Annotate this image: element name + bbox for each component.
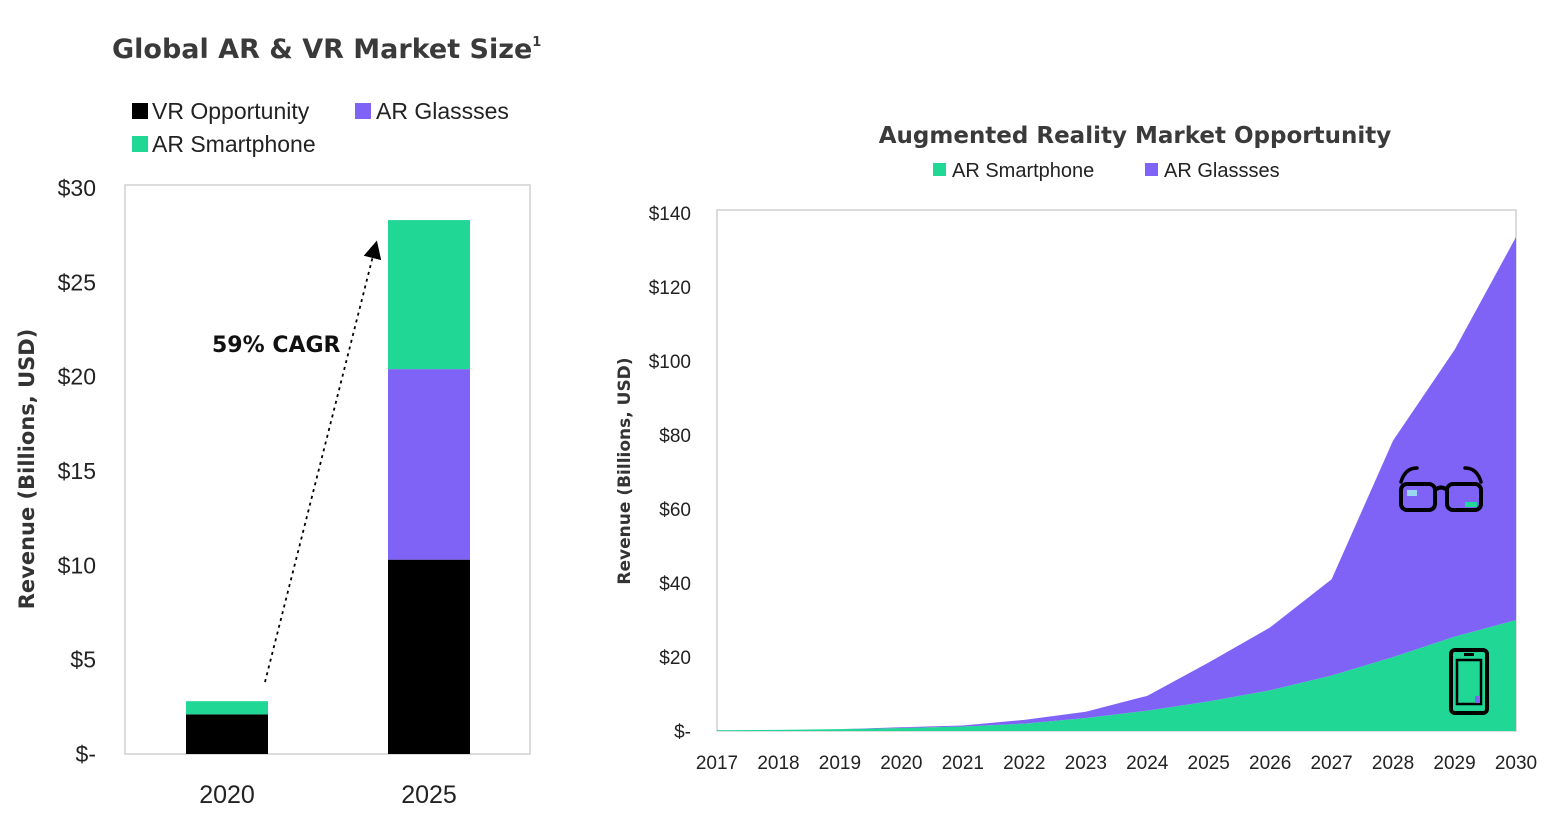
left-y-tick-label: $5: [70, 647, 96, 673]
left-x-ticks: 2020 2025: [199, 781, 457, 809]
right-legend: AR Smartphone AR Glassses: [933, 160, 1280, 182]
right-chart-title: Augmented Reality Market Opportunity: [879, 123, 1392, 149]
right-x-tick-label: 2021: [942, 753, 984, 774]
right-x-tick-label: 2024: [1126, 753, 1169, 774]
right-x-tick-label: 2028: [1372, 753, 1414, 774]
right-x-tick-label: 2023: [1065, 753, 1107, 774]
left-legend-swatch-ar-glasses: [355, 103, 371, 119]
area-series: [717, 237, 1516, 731]
left-legend-label-ar-glasses: AR Glassses: [376, 98, 509, 124]
right-x-ticks: 2017 2018 2019 2020 2021 2022 2023 2024 2025 2026…: [696, 753, 1537, 774]
right-y-tick-label: $140: [649, 204, 691, 225]
right-x-tick-label: 2026: [1249, 753, 1291, 774]
right-y-ticks: $- $20 $40 $60 $80 $100 $120 $140: [649, 204, 691, 743]
left-plot-frame: [124, 184, 531, 755]
left-y-tick-label: $25: [58, 269, 96, 295]
right-y-tick-label: $20: [659, 648, 691, 669]
right-x-tick-label: 2027: [1310, 753, 1352, 774]
left-legend-label-ar-smartphone: AR Smartphone: [152, 131, 316, 157]
left-legend-swatch-ar-smartphone: [132, 136, 148, 152]
left-x-tick-label: 2020: [199, 781, 255, 809]
left-y-tick-label: $15: [58, 458, 96, 484]
right-x-tick-label: 2022: [1003, 753, 1045, 774]
right-x-tick-label: 2018: [757, 753, 799, 774]
bar-segment: [186, 714, 268, 754]
left-chart-title: Global AR & VR Market Size1: [112, 34, 541, 65]
right-y-tick-label: $40: [659, 574, 691, 595]
right-legend-swatch-ar-smartphone: [933, 163, 946, 176]
left-y-tick-label: $-: [76, 741, 96, 767]
left-y-tick-label: $30: [58, 175, 96, 201]
bar-segment: [186, 701, 268, 715]
right-x-tick-label: 2017: [696, 753, 738, 774]
right-legend-swatch-ar-glasses: [1145, 163, 1158, 176]
right-chart: Augmented Reality Market Opportunity AR …: [615, 123, 1537, 774]
left-chart-title-text: Global AR & VR Market Size: [112, 34, 532, 65]
left-legend: VR Opportunity AR Glassses AR Smartphone: [132, 98, 509, 157]
right-areas: [717, 237, 1516, 731]
right-x-tick-label: 2025: [1188, 753, 1230, 774]
right-y-tick-label: $100: [649, 352, 691, 373]
left-x-tick-label: 2025: [401, 781, 457, 809]
left-y-ticks: $- $5 $10 $15 $20 $25 $30: [58, 175, 96, 767]
right-y-tick-label: $60: [659, 500, 691, 521]
right-legend-label-ar-smartphone: AR Smartphone: [952, 160, 1094, 182]
right-y-axis-title: Revenue (Billions, USD): [615, 357, 635, 584]
right-x-tick-label: 2020: [880, 753, 922, 774]
left-bars: [186, 220, 470, 754]
right-y-tick-label: $-: [674, 722, 691, 743]
right-y-tick-label: $80: [659, 426, 691, 447]
left-chart-title-superscript: 1: [532, 35, 541, 50]
left-chart: Global AR & VR Market Size1 VR Opportuni…: [15, 34, 541, 809]
right-legend-label-ar-glasses: AR Glassses: [1164, 160, 1280, 182]
bar-segment: [388, 220, 470, 370]
left-y-axis-title: Revenue (Billions, USD): [15, 329, 39, 610]
left-y-tick-label: $20: [58, 364, 96, 390]
bar-segment: [388, 559, 470, 754]
right-x-tick-label: 2029: [1433, 753, 1475, 774]
glasses-icon: [1399, 466, 1483, 512]
right-x-tick-label: 2030: [1495, 753, 1537, 774]
cagr-annotation: 59% CAGR: [212, 333, 341, 358]
smartphone-icon: [1449, 648, 1489, 715]
right-y-tick-label: $120: [649, 278, 691, 299]
left-legend-label-vr: VR Opportunity: [152, 98, 310, 124]
area-series: [717, 620, 1516, 731]
left-legend-swatch-vr: [132, 103, 148, 119]
right-x-tick-label: 2019: [819, 753, 861, 774]
left-y-tick-label: $10: [58, 552, 96, 578]
cagr-arrow: [264, 240, 382, 683]
bar-segment: [388, 369, 470, 560]
